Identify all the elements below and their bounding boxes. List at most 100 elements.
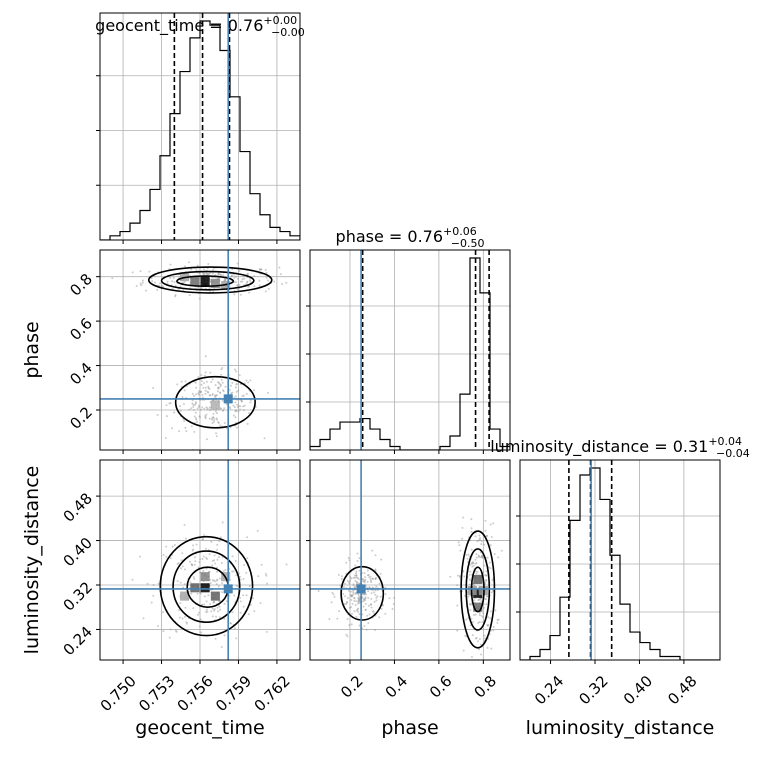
- sample-point: [195, 269, 198, 272]
- sample-point: [181, 395, 184, 398]
- sample-point: [490, 610, 493, 613]
- sample-point: [477, 622, 480, 625]
- sample-point: [379, 595, 382, 598]
- sample-point: [231, 611, 234, 614]
- sample-point: [238, 269, 241, 272]
- sample-point: [206, 273, 209, 276]
- sample-point: [183, 523, 186, 526]
- contour-line: [160, 270, 255, 291]
- sample-point: [348, 559, 351, 562]
- sample-point: [375, 596, 378, 599]
- sample-point: [200, 380, 203, 383]
- sample-point: [200, 374, 203, 377]
- sample-point: [208, 272, 211, 275]
- sample-point: [246, 280, 249, 283]
- contour-line: [147, 266, 273, 294]
- sample-point: [489, 617, 492, 620]
- sample-point: [472, 672, 474, 674]
- sample-point: [223, 422, 226, 425]
- sample-point: [463, 575, 466, 578]
- sample-point: [356, 608, 359, 611]
- sample-point: [477, 648, 480, 651]
- sample-point: [242, 405, 245, 408]
- sample-point: [192, 409, 195, 412]
- sample-point: [211, 378, 214, 381]
- x-axis-label-phase: phase: [381, 717, 438, 739]
- sample-point: [239, 280, 242, 283]
- sample-point: [221, 366, 224, 369]
- sample-point: [260, 268, 263, 271]
- sample-point: [349, 590, 352, 593]
- sample-point: [209, 394, 212, 397]
- sample-point: [374, 589, 377, 592]
- sample-point: [361, 578, 364, 581]
- sample-point: [367, 596, 370, 599]
- density-cell: [210, 401, 220, 411]
- sample-point: [206, 390, 209, 393]
- sample-point: [198, 611, 201, 614]
- sample-point: [169, 628, 172, 631]
- sample-point: [247, 381, 250, 384]
- sample-point: [221, 521, 224, 524]
- sample-point: [169, 276, 172, 279]
- sample-point: [238, 572, 241, 575]
- sample-point: [211, 272, 214, 275]
- sample-point: [265, 574, 268, 577]
- sample-point: [353, 599, 356, 602]
- sample-point: [369, 575, 372, 578]
- density-cell: [473, 588, 483, 598]
- sample-point: [472, 613, 475, 616]
- sample-point: [228, 406, 231, 409]
- sample-point: [156, 288, 159, 291]
- sample-point: [220, 407, 223, 410]
- sample-point: [223, 617, 226, 620]
- sample-point: [480, 600, 483, 603]
- x-tick-label: 0.40: [620, 672, 656, 708]
- sample-point: [190, 407, 193, 410]
- sample-point: [190, 425, 193, 428]
- sample-point: [234, 559, 237, 562]
- sample-point: [467, 595, 470, 598]
- sample-point: [349, 579, 352, 582]
- sample-point: [370, 597, 373, 600]
- title-minus: −0.00: [271, 26, 305, 39]
- sample-point: [183, 419, 186, 422]
- sample-point: [203, 374, 206, 377]
- sample-point: [157, 625, 160, 628]
- sample-point: [363, 579, 366, 582]
- sample-point: [333, 595, 336, 598]
- sample-point: [215, 435, 218, 438]
- sample-point: [232, 404, 235, 407]
- sample-point: [239, 293, 242, 296]
- contour-line: [340, 565, 385, 621]
- sample-point: [470, 656, 473, 659]
- sample-point: [470, 518, 473, 521]
- sample-point: [475, 553, 478, 556]
- sample-point: [369, 580, 372, 583]
- sample-point: [192, 544, 195, 547]
- sample-point: [481, 554, 484, 557]
- sample-point: [165, 415, 168, 418]
- sample-point: [224, 278, 227, 281]
- sample-point: [165, 555, 168, 558]
- sample-point: [203, 603, 206, 606]
- sample-point: [235, 281, 238, 284]
- sample-point: [225, 403, 228, 406]
- sample-point: [362, 600, 365, 603]
- sample-point: [172, 276, 175, 279]
- sample-point: [192, 405, 195, 408]
- sample-point: [483, 634, 486, 637]
- sample-point: [474, 535, 477, 538]
- sample-point: [236, 277, 239, 280]
- sample-point: [174, 629, 177, 632]
- sample-point: [476, 570, 479, 573]
- sample-point: [211, 615, 214, 618]
- sample-point: [233, 276, 236, 279]
- sample-point: [199, 618, 202, 621]
- sample-point: [217, 386, 220, 389]
- sample-point: [487, 616, 490, 619]
- sample-point: [357, 578, 360, 581]
- sample-point: [466, 557, 469, 560]
- sample-point: [469, 563, 472, 566]
- sample-point: [354, 564, 357, 567]
